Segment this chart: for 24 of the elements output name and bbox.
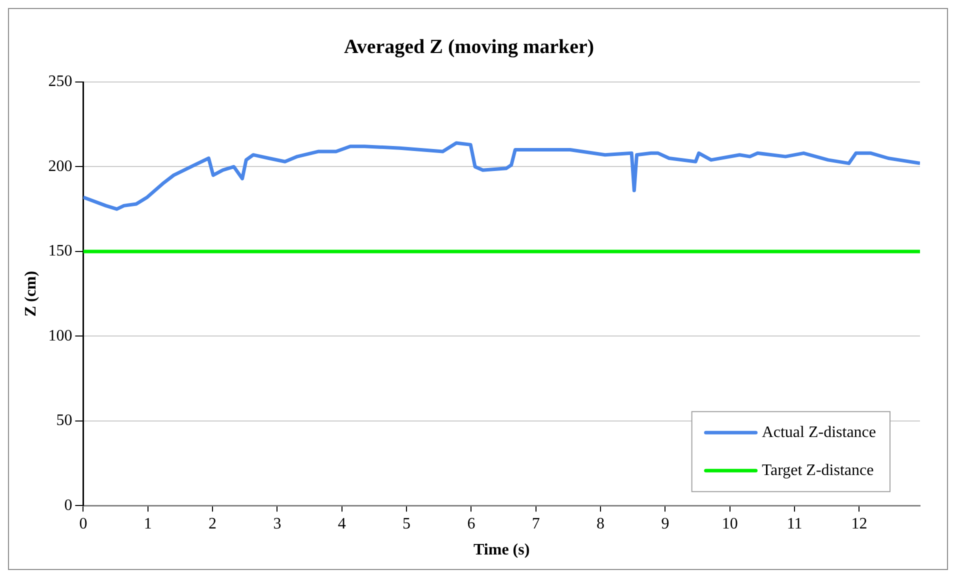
x-tick-label: 8 [596,515,605,532]
x-tick-label: 10 [722,515,738,532]
x-axis-title: Time (s) [474,542,530,559]
y-tick-label: 100 [48,327,72,344]
x-tick-label: 11 [786,515,802,532]
x-tick-label: 5 [402,515,411,532]
y-tick-label: 250 [48,73,72,90]
x-tick-label: 7 [532,515,540,532]
y-tick-label: 0 [64,496,72,514]
legend-label: Target Z-distance [762,462,874,479]
x-tick-label: 12 [851,515,868,532]
y-tick-label: 50 [56,412,72,430]
x-tick-label: 1 [144,515,152,532]
x-tick-label: 4 [338,515,346,532]
x-tick-label: 6 [467,515,476,532]
x-tick-label: 0 [79,515,88,532]
legend-label: Actual Z-distance [762,424,876,441]
y-tick-label: 200 [48,158,72,175]
x-tick-label: 2 [208,515,217,532]
y-axis-title: Z (cm) [22,270,40,317]
x-tick-label: 3 [273,515,282,532]
y-tick-label: 150 [48,242,72,260]
x-tick-label: 9 [661,515,670,532]
chart-title: Averaged Z (moving marker) [344,36,594,58]
